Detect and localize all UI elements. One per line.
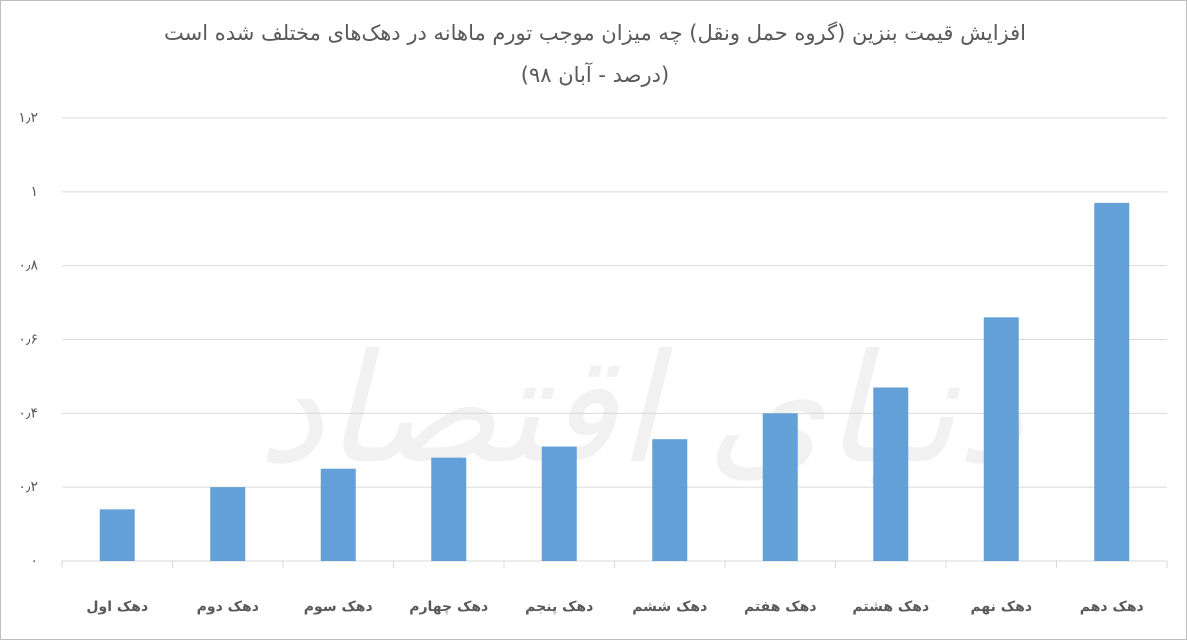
x-tick-label: دهک پنجم	[525, 599, 593, 615]
bar	[652, 439, 688, 561]
x-tick-label: دهک اول	[86, 599, 148, 615]
x-tick-label: دهک چهارم	[409, 599, 488, 615]
watermark: دنیای اقتصاد	[257, 323, 1024, 497]
y-tick-label: ۰٫۲	[18, 479, 38, 495]
chart-title: افزایش قیمت بنزین (گروه حمل ونقل) چه میز…	[164, 21, 1026, 87]
bar	[541, 446, 577, 561]
bar	[762, 413, 798, 561]
x-tick-label: دهک هفتم	[744, 599, 817, 615]
bar	[1094, 202, 1130, 562]
x-tick-label: دهک سوم	[304, 599, 373, 615]
y-tick-label: ۰٫۴	[18, 405, 38, 421]
y-tick-label: ۰٫۸	[18, 258, 38, 274]
x-tick-label: دهک هشتم	[852, 599, 929, 615]
x-tick-label: دهک دهم	[1080, 599, 1144, 615]
bar	[983, 317, 1019, 561]
bar	[873, 387, 909, 561]
x-tick-label: دهک ششم	[632, 599, 707, 615]
bar	[431, 457, 467, 561]
y-tick-label: ۰	[30, 553, 38, 569]
y-tick-label: ۱٫۲	[18, 110, 38, 126]
x-tick-label: دهک نهم	[970, 599, 1032, 615]
bar	[320, 468, 356, 561]
bar	[210, 487, 246, 561]
y-tick-label: ۱	[30, 184, 38, 200]
y-tick-label: ۰٫۶	[18, 332, 38, 348]
x-tick-label: دهک دوم	[197, 599, 259, 615]
bar	[99, 509, 135, 561]
